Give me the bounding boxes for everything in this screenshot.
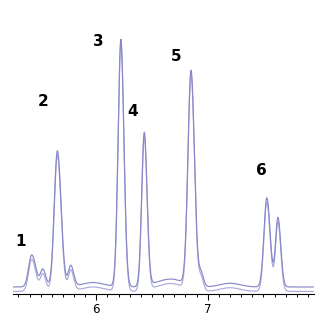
Text: 6: 6 <box>256 163 267 178</box>
Text: 5: 5 <box>171 49 182 64</box>
Text: 3: 3 <box>93 34 104 49</box>
Text: 4: 4 <box>128 104 139 119</box>
Text: 1: 1 <box>15 234 26 249</box>
Text: 2: 2 <box>37 94 48 109</box>
